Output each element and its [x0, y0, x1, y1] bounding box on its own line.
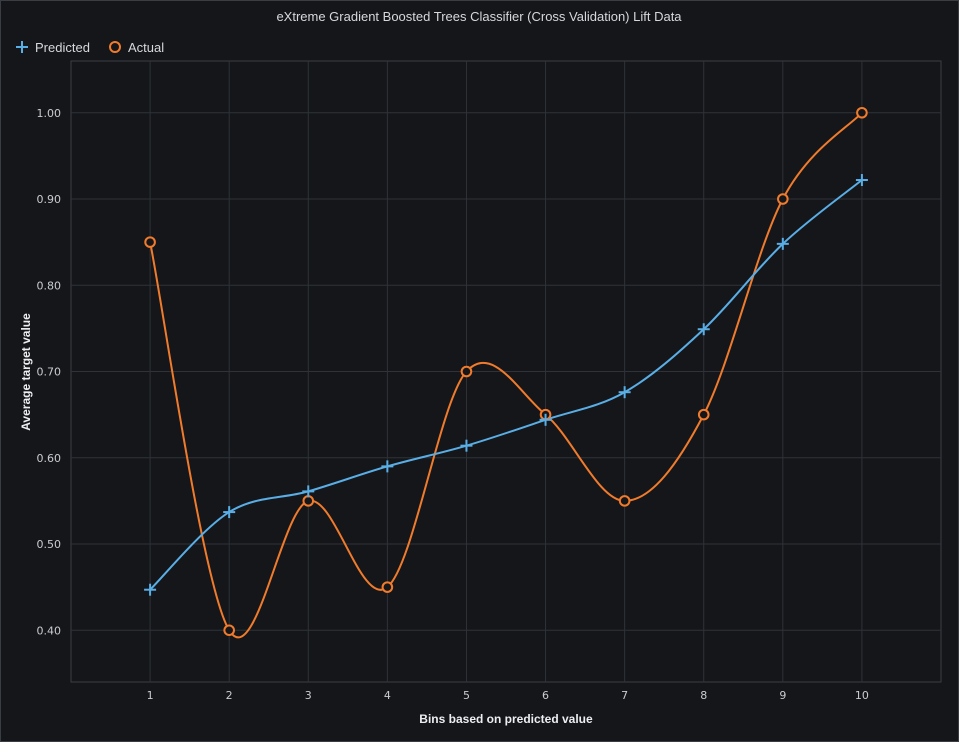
data-point-actual[interactable]: [223, 624, 235, 637]
legend-item-predicted[interactable]: Predicted: [16, 40, 90, 55]
x-tick-label: 9: [779, 689, 786, 702]
data-point-actual[interactable]: [460, 365, 473, 378]
data-point-actual[interactable]: [777, 193, 789, 205]
legend-label-predicted: Predicted: [35, 40, 90, 55]
x-tick-label: 5: [463, 689, 470, 702]
y-axis-label: Average target value: [19, 313, 33, 431]
data-point-predicted[interactable]: [460, 439, 473, 452]
y-tick-label: 0.50: [37, 538, 62, 551]
y-tick-label: 0.90: [37, 193, 62, 206]
y-tick-label: 0.80: [37, 279, 62, 292]
legend-label-actual: Actual: [128, 40, 164, 55]
data-point-actual[interactable]: [381, 581, 394, 593]
data-point-actual[interactable]: [697, 408, 710, 421]
series-line-predicted: [149, 179, 863, 591]
x-tick-label: 8: [700, 689, 707, 702]
data-point-predicted[interactable]: [855, 174, 868, 187]
data-point-predicted[interactable]: [223, 506, 236, 519]
y-tick-label: 0.40: [37, 624, 62, 637]
data-point-predicted[interactable]: [539, 413, 552, 426]
x-tick-label: 6: [542, 689, 549, 702]
data-point-actual[interactable]: [302, 495, 315, 507]
data-point-predicted[interactable]: [618, 386, 631, 399]
legend[interactable]: Predicted Actual: [16, 40, 164, 55]
y-tick-label: 1.00: [37, 107, 62, 120]
grid: [70, 60, 942, 683]
series-layer: [144, 106, 868, 639]
tick-labels: 0.40 0.50 0.60 0.70 0.80 0.90 1.00 1 2 3 4 5 6 7 8 9 10: [37, 107, 869, 702]
x-tick-label: 4: [384, 689, 391, 702]
circle-marker-icon: [109, 41, 121, 53]
data-point-predicted[interactable]: [776, 237, 789, 250]
data-point-actual[interactable]: [144, 236, 156, 248]
legend-item-actual[interactable]: Actual: [109, 40, 164, 55]
x-tick-label: 2: [226, 689, 233, 702]
data-point-predicted[interactable]: [302, 485, 315, 498]
x-tick-label: 7: [621, 689, 628, 702]
data-point-predicted[interactable]: [697, 323, 710, 336]
data-point-predicted[interactable]: [144, 583, 157, 596]
y-tick-label: 0.60: [37, 452, 62, 465]
data-point-actual[interactable]: [618, 495, 631, 507]
chart-title: eXtreme Gradient Boosted Trees Classifie…: [276, 9, 682, 24]
x-tick-label: 10: [855, 689, 869, 702]
x-tick-label: 1: [147, 689, 154, 702]
data-point-actual[interactable]: [856, 106, 868, 119]
x-axis-label: Bins based on predicted value: [419, 712, 593, 726]
y-tick-label: 0.70: [37, 366, 62, 379]
x-tick-label: 3: [305, 689, 312, 702]
series-line-actual: [149, 112, 863, 639]
data-point-predicted[interactable]: [381, 460, 394, 473]
